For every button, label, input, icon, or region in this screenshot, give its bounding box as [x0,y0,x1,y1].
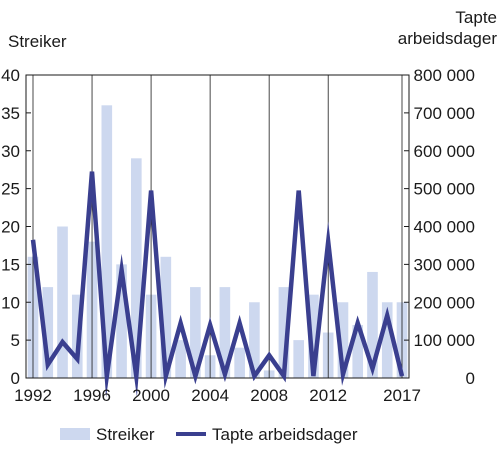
right-axis-title-line1: Tapte [455,8,497,27]
left-tick-label-5: 5 [11,331,20,350]
bar-2016 [381,302,393,378]
bar-1999 [131,158,142,378]
bar-2007 [249,302,260,378]
right-tick-label-700-000: 700 000 [414,104,475,123]
bar-1993 [42,287,54,378]
right-tick-label-300-000: 300 000 [414,255,475,274]
bar-2010 [293,340,304,378]
left-tick-label-10: 10 [1,293,20,312]
right-tick-label-600-000: 600 000 [414,142,475,161]
bar-2001 [160,256,172,378]
right-tick-label-400-000: 400 000 [414,218,475,237]
right-axis-title-line2: arbeidsdager [398,29,498,48]
right-axis-ticks: 0 100 000 200 000 300 000 400 000 500 000 600 … [404,66,475,388]
bar-2014 [352,324,364,378]
bar-2009 [278,287,290,378]
bar-2013 [337,302,349,378]
legend: Streiker Tapte arbeidsdager [60,425,358,444]
legend-label-tapte-arbeidsdager: Tapte arbeidsdager [212,425,358,444]
left-tick-label-0: 0 [11,369,20,388]
bar-2006 [234,347,245,378]
x-tick-label-2004: 2004 [191,386,229,405]
bar-1998 [116,264,127,378]
legend-label-streiker: Streiker [96,425,155,444]
right-tick-label-0: 0 [466,369,475,388]
right-tick-label-500-000: 500 000 [414,180,475,199]
bar-1994 [57,226,68,378]
x-tick-label-2008: 2008 [250,386,288,405]
left-tick-label-25: 25 [1,180,20,199]
line-series-tapte-arbeidsdager [30,171,405,398]
left-tick-label-20: 20 [1,218,20,237]
bar-2005 [219,287,231,378]
right-tick-label-100-000: 100 000 [414,331,475,350]
left-axis-title: Streiker [8,32,67,51]
right-tick-label-200-000: 200 000 [414,293,475,312]
bar-2003 [190,287,201,378]
bar-2015 [367,271,378,378]
plot-frame [25,74,410,379]
legend-swatch-streiker [60,428,90,440]
right-tick-label-800-000: 800 000 [414,66,475,85]
x-tick-label-2017: 2017 [383,386,421,405]
x-axis-ticks: 1992 1996 2000 2004 2008 2012 2017 [14,386,421,405]
left-tick-label-35: 35 [1,104,20,123]
x-tick-label-1992: 1992 [14,386,52,405]
x-tick-label-2012: 2012 [309,386,347,405]
left-axis-ticks: 0 5 10 15 20 25 30 35 40 [1,66,31,388]
bar-2002 [175,340,186,378]
x-tick-label-1996: 1996 [73,386,111,405]
left-tick-label-40: 40 [1,66,20,85]
bar-2011 [308,294,319,378]
bar-1997 [101,105,113,379]
left-tick-label-15: 15 [1,255,20,274]
x-tick-label-2000: 2000 [132,386,170,405]
left-tick-label-30: 30 [1,142,20,161]
